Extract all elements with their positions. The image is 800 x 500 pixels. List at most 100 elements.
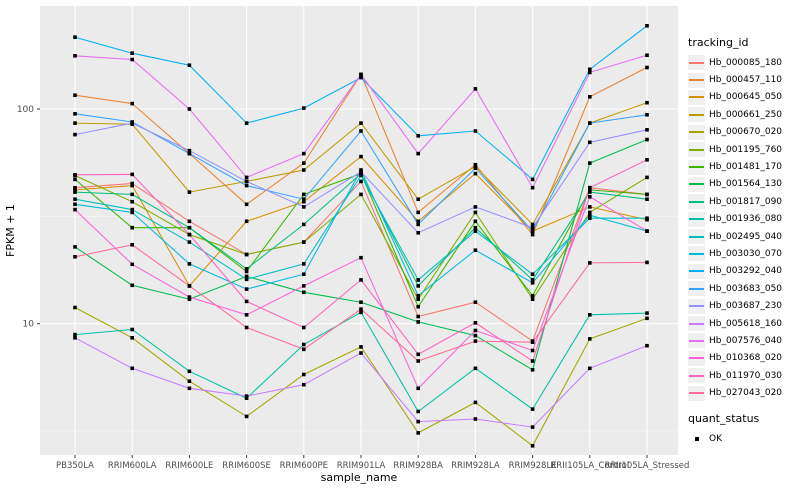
x-tick-label: RRIM600LA bbox=[108, 461, 157, 471]
legend-color-key-icon bbox=[688, 194, 705, 210]
data-point bbox=[244, 277, 249, 282]
legend-color-key-icon bbox=[688, 298, 705, 314]
data-point bbox=[187, 379, 192, 383]
legend-color-key-icon bbox=[688, 142, 705, 158]
data-point bbox=[416, 284, 420, 288]
legend-item: Hb_000085_180 bbox=[688, 54, 798, 71]
data-point bbox=[473, 219, 478, 224]
data-point bbox=[244, 183, 249, 188]
data-point bbox=[359, 121, 363, 125]
data-point bbox=[473, 225, 478, 230]
data-point bbox=[473, 417, 478, 421]
data-point bbox=[416, 352, 420, 357]
data-point bbox=[244, 287, 249, 291]
x-tick-label: RRII105LA_Control bbox=[550, 461, 629, 471]
data-point bbox=[73, 35, 77, 39]
quant-legend-items: OK bbox=[688, 430, 798, 447]
data-point bbox=[359, 192, 363, 197]
data-point bbox=[359, 351, 363, 355]
data-point bbox=[359, 173, 363, 178]
data-point bbox=[530, 340, 535, 344]
legend-label: Hb_000670_020 bbox=[709, 127, 783, 138]
data-point bbox=[588, 140, 592, 145]
legend-color-key-icon bbox=[688, 72, 705, 88]
x-tick-label: RRIM600SE bbox=[222, 461, 271, 471]
data-point bbox=[530, 425, 535, 429]
y-tick-label: 100 bbox=[17, 105, 34, 115]
legend-color-key-icon bbox=[688, 211, 705, 227]
data-point bbox=[130, 101, 134, 106]
data-point bbox=[302, 290, 306, 295]
legend-color-key-icon bbox=[688, 263, 705, 279]
data-point bbox=[130, 121, 134, 125]
data-point bbox=[416, 219, 420, 224]
quant-status-legend: quant_status OK bbox=[688, 412, 798, 447]
data-point bbox=[530, 348, 535, 353]
data-point bbox=[416, 293, 420, 298]
data-point bbox=[359, 278, 363, 282]
data-point bbox=[187, 190, 192, 194]
data-point bbox=[473, 248, 478, 252]
data-point bbox=[359, 255, 363, 260]
data-point bbox=[645, 175, 649, 180]
data-point bbox=[645, 100, 649, 105]
data-point bbox=[130, 366, 134, 371]
legend-color-key-icon bbox=[688, 281, 705, 297]
data-point bbox=[416, 297, 420, 301]
data-point bbox=[187, 148, 192, 153]
data-point bbox=[187, 151, 192, 156]
data-point bbox=[416, 386, 420, 391]
data-point bbox=[302, 205, 306, 209]
legend-item: Hb_027043_020 bbox=[688, 384, 798, 401]
data-point bbox=[416, 359, 420, 363]
data-point bbox=[244, 219, 249, 224]
data-point bbox=[244, 396, 249, 400]
data-point bbox=[416, 320, 420, 324]
legend-item: Hb_000661_250 bbox=[688, 106, 798, 123]
legend-color-key-icon bbox=[688, 89, 705, 105]
data-point bbox=[416, 431, 420, 435]
data-point bbox=[187, 225, 192, 230]
data-point bbox=[73, 202, 77, 207]
data-point bbox=[187, 63, 192, 67]
data-point bbox=[588, 261, 592, 265]
legend-item: Hb_010368_020 bbox=[688, 350, 798, 367]
data-point bbox=[130, 181, 134, 186]
data-point bbox=[645, 343, 649, 348]
data-point bbox=[588, 195, 592, 199]
data-point bbox=[73, 336, 77, 340]
data-point bbox=[416, 419, 420, 424]
legend-color-key-icon bbox=[688, 229, 705, 245]
y-axis-title: FPKM + 1 bbox=[4, 204, 17, 257]
data-point bbox=[645, 216, 649, 220]
data-point bbox=[73, 93, 77, 97]
data-point bbox=[530, 272, 535, 276]
data-point bbox=[530, 225, 535, 230]
data-point bbox=[473, 333, 478, 338]
data-point bbox=[244, 252, 249, 257]
data-point bbox=[645, 24, 649, 28]
data-point bbox=[302, 272, 306, 276]
data-point bbox=[130, 327, 134, 332]
data-point bbox=[302, 284, 306, 288]
legend-item: Hb_000670_020 bbox=[688, 124, 798, 141]
data-point bbox=[130, 192, 134, 197]
data-point bbox=[588, 70, 592, 75]
legend-item: Hb_001936_080 bbox=[688, 211, 798, 228]
data-point bbox=[588, 190, 592, 194]
data-point bbox=[244, 267, 249, 271]
data-point bbox=[645, 311, 649, 315]
data-point bbox=[302, 199, 306, 204]
data-point bbox=[359, 345, 363, 349]
data-point bbox=[187, 284, 192, 288]
data-point bbox=[73, 305, 77, 310]
legend-label: Hb_003292_040 bbox=[709, 266, 783, 277]
data-point bbox=[302, 240, 306, 244]
data-point bbox=[473, 129, 478, 133]
legend-item: Hb_005618_160 bbox=[688, 315, 798, 332]
legend-label: Hb_003030_070 bbox=[709, 248, 783, 259]
data-point bbox=[302, 168, 306, 172]
data-point bbox=[588, 337, 592, 341]
data-point bbox=[244, 313, 249, 317]
